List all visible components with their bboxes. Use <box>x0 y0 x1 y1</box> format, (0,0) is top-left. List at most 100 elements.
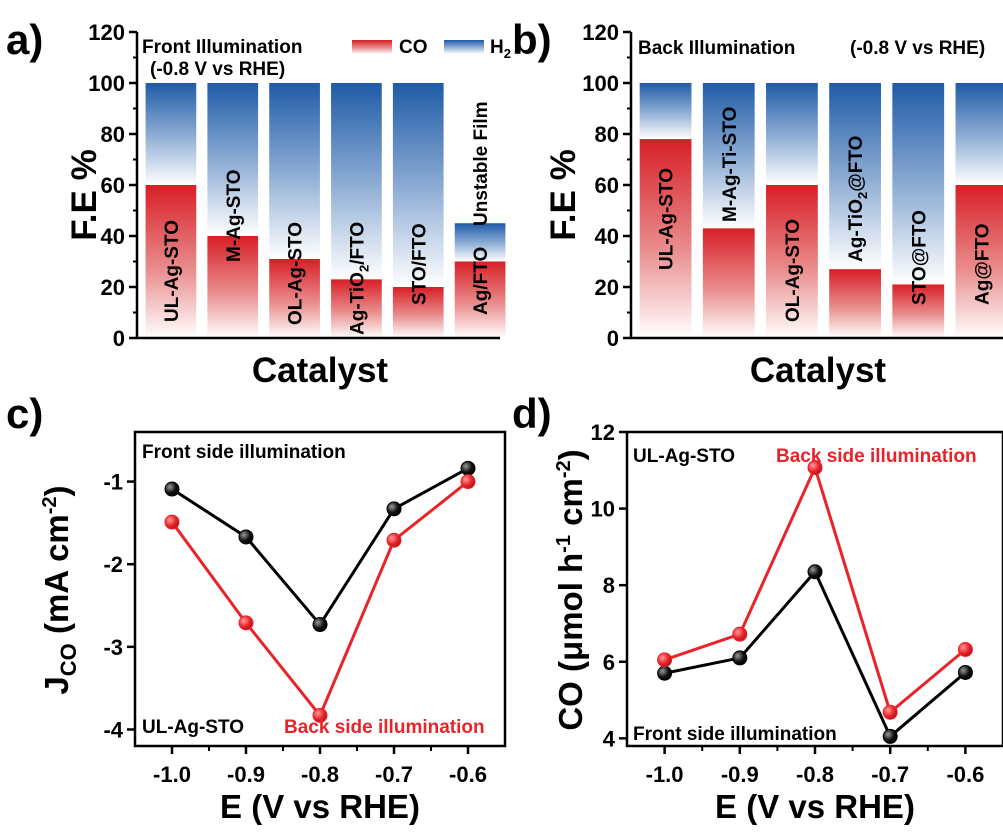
back-illum-label-d: Back side illumination <box>776 446 977 467</box>
y-tick-label-20: 20 <box>595 275 619 300</box>
title-a: Front Illumination <box>142 37 302 58</box>
bar-label-ag-fto: Ag/FTO <box>471 247 492 315</box>
point-back-side-illumination-0-8 <box>312 707 328 723</box>
point-front-side-illumination-1 <box>657 665 673 681</box>
bar-h2-ag-fto <box>454 223 506 262</box>
bar-h2-m-ag-ti-sto <box>702 83 755 229</box>
title-b: Back Illumination <box>638 38 795 59</box>
bar-h2-ul-ag-sto <box>639 83 692 140</box>
point-back-side-illumination-0-9 <box>732 626 748 642</box>
y-tick-label-6: 6 <box>603 650 615 675</box>
bar-label-ol-ag-sto: OL-Ag-STO <box>783 219 804 322</box>
bar-label-m-ag-sto: M-Ag-STO <box>224 169 245 262</box>
bar-co-ag-fto <box>454 261 506 338</box>
series-d <box>657 460 973 744</box>
point-back-side-illumination-0-6 <box>460 474 476 490</box>
y-tick-label-40: 40 <box>595 224 619 249</box>
bar-h2-ag-tio2-fto <box>829 83 881 270</box>
y-tick-label-8: 8 <box>603 573 615 598</box>
point-back-side-illumination-1 <box>657 652 673 668</box>
bar-label-ol-ag-sto: OL-Ag-STO <box>286 222 307 325</box>
legend-swatch-co <box>352 40 392 54</box>
x-tick-label-0-6: -0.6 <box>946 762 984 787</box>
condition-b: (-0.8 V vs RHE) <box>850 38 985 59</box>
chart-b: UL-Ag-STO M-Ag-Ti-STO OL-Ag-STO Ag-TiO2@FTO… <box>544 20 1003 390</box>
y-tick-label-100: 100 <box>88 71 125 96</box>
x-tick-label-0-9: -0.9 <box>721 762 759 787</box>
bar-h2-sto-fto <box>892 83 945 285</box>
y-tick-label-60: 60 <box>595 173 619 198</box>
bar-h2-ag-fto <box>955 83 1003 185</box>
bar-co-ol-ag-sto <box>269 258 320 338</box>
point-front-side-illumination-0-8 <box>807 564 823 580</box>
x-tick-label-0-7: -0.7 <box>871 762 909 787</box>
bars-a: UL-Ag-STO M-Ag-STO OL-Ag-STO Ag-TiO2/FTO STO… <box>145 83 506 338</box>
y-axis-title-a: F.E % <box>65 149 104 240</box>
y-axis-title-b: F.E % <box>544 149 583 240</box>
bar-co-sto-fto <box>392 287 444 338</box>
legend-a: CO H2 <box>352 37 511 61</box>
point-front-side-illumination-0-8 <box>312 617 328 633</box>
bar-h2-ag-tio2-fto <box>331 83 382 280</box>
bar-label-ul-ag-sto: UL-Ag-STO <box>162 220 183 322</box>
bar-co-ol-ag-sto <box>766 185 818 338</box>
y-tick-label-120: 120 <box>582 20 619 45</box>
y-tick-label-80: 80 <box>595 122 619 147</box>
legend-label-h2: H2 <box>490 37 511 61</box>
y-tick-label-10: 10 <box>591 497 615 522</box>
bar-h2-sto-fto <box>392 83 444 287</box>
point-front-side-illumination-0-7 <box>386 501 402 517</box>
y-tick-label-20: 20 <box>101 275 125 300</box>
x-axis-title-d: E (V vs RHE) <box>715 788 915 825</box>
legend-label-co: CO <box>399 37 428 58</box>
y-tick-label-100: 100 <box>582 71 619 96</box>
front-illum-label-d: Front side illumination <box>633 724 837 745</box>
bars-b: UL-Ag-STO M-Ag-Ti-STO OL-Ag-STO Ag-TiO2@FTO… <box>639 83 1003 338</box>
chart-c: -1.0 -0.9 -0.8 -0.7 -0.6 -1 -2 -3 -4 Front side … <box>38 430 507 825</box>
y-axis-title-d: CO (μmol h-1 cm-2) <box>552 449 589 730</box>
y-ticks-b: 0 20 40 60 80 100 120 <box>582 20 631 351</box>
plot-frame-d <box>625 430 1003 748</box>
x-tick-label-0-7: -0.7 <box>375 762 413 787</box>
bar-co-ul-ag-sto <box>145 185 197 338</box>
bar-label-sto-fto: STO/FTO <box>409 223 430 305</box>
y-axis-title-c: JCO (mA cm-2) <box>38 485 81 694</box>
line-front-side-illumination <box>664 569 967 739</box>
bar-label-ag-tio2-fto: Ag-TiO2@FTO <box>846 136 870 262</box>
bar-co-ag-tio2-fto <box>829 269 881 338</box>
y-tick-label-2: -2 <box>103 552 123 577</box>
x-axis-title-b: Catalyst <box>750 351 887 390</box>
point-front-side-illumination-0-7 <box>882 728 898 744</box>
x-axis-title-c: E (V vs RHE) <box>220 788 420 825</box>
line-front-side-illumination <box>171 467 469 628</box>
axis-ticks-c: -1.0 -0.9 -0.8 -0.7 -0.6 -1 -2 -3 -4 <box>103 470 487 787</box>
y-tick-label-12: 12 <box>591 420 615 445</box>
x-tick-label-0-6: -0.6 <box>449 762 487 787</box>
bar-label-m-ag-ti-sto: M-Ag-Ti-STO <box>720 107 741 222</box>
unstable-film-note: Unstable Film <box>471 101 492 226</box>
x-tick-label-0-8: -0.8 <box>796 762 834 787</box>
y-tick-label-3: -3 <box>103 635 123 660</box>
y-tick-label-1: -1 <box>103 470 123 495</box>
legend-swatch-h2 <box>444 40 484 54</box>
y-tick-label-4: -4 <box>103 717 123 742</box>
y-tick-label-0: 0 <box>113 326 125 351</box>
front-illum-label-c: Front side illumination <box>142 442 346 463</box>
bar-h2-ul-ag-sto <box>145 83 197 185</box>
bar-co-sto-fto <box>892 284 945 338</box>
bar-label-ul-ag-sto: UL-Ag-STO <box>657 168 678 270</box>
bar-label-ag-tio2-fto: Ag-TiO2/FTO <box>347 222 371 335</box>
point-back-side-illumination-0-7 <box>386 532 402 548</box>
sample-label-d: UL-Ag-STO <box>633 446 735 467</box>
point-back-side-illumination-0-8 <box>807 460 823 476</box>
axis-ticks-d: -1.0 -0.9 -0.8 -0.7 -0.6 4 6 8 10 12 <box>591 420 985 787</box>
point-back-side-illumination-0-6 <box>957 642 973 658</box>
point-front-side-illumination-0-9 <box>238 529 254 545</box>
bar-h2-m-ag-sto <box>207 83 259 236</box>
bar-co-m-ag-ti-sto <box>702 228 755 338</box>
bar-h2-ol-ag-sto <box>269 83 320 259</box>
point-back-side-illumination-0-7 <box>882 704 898 720</box>
point-back-side-illumination-1 <box>164 514 180 530</box>
y-tick-label-40: 40 <box>101 224 125 249</box>
point-front-side-illumination-0-6 <box>460 460 476 476</box>
